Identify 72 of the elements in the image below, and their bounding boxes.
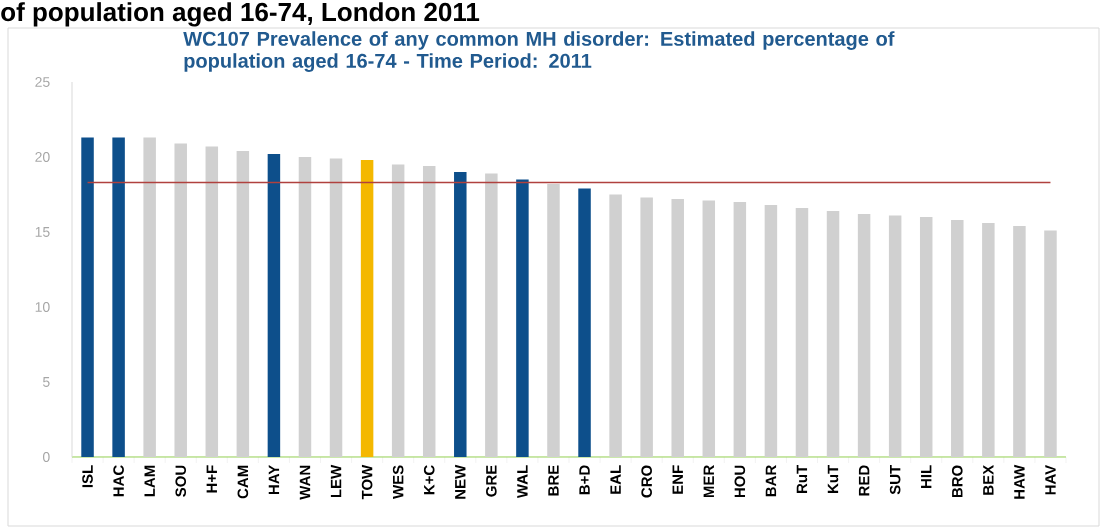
y-tick-label: 20 bbox=[35, 152, 50, 162]
bar bbox=[422, 165, 436, 457]
x-tick-label: HAW bbox=[1014, 464, 1025, 499]
bar bbox=[485, 173, 498, 457]
chart-title: of population aged 16-74, London 2011 bbox=[1, 2, 480, 27]
x-tick-label: MER bbox=[703, 465, 714, 498]
bar bbox=[640, 197, 653, 457]
bar bbox=[733, 201, 747, 457]
x-tick-label: ENF bbox=[672, 465, 683, 494]
x-tick-label: KuT bbox=[827, 464, 839, 493]
x-tick-label: CRO bbox=[641, 465, 652, 498]
x-tick-label: ISL bbox=[82, 465, 93, 488]
bar bbox=[174, 143, 187, 457]
bar bbox=[764, 204, 778, 457]
x-tick-label: K+C bbox=[423, 465, 435, 495]
x-tick-label: HAC bbox=[113, 465, 124, 497]
bar bbox=[671, 198, 684, 457]
x-tick-label: CAM bbox=[237, 465, 249, 499]
bar bbox=[391, 164, 405, 457]
x-tick-label: HOU bbox=[734, 465, 746, 498]
bar bbox=[547, 183, 560, 457]
bar bbox=[951, 219, 964, 457]
bar bbox=[329, 158, 343, 457]
x-tick-label: B+D bbox=[579, 465, 590, 495]
bar bbox=[516, 179, 529, 457]
chart-subtitle: WC107 Prevalence of any common MH disorder: Estimated percentage of population aged 16-74 - Time Period: 2011 bbox=[183, 31, 895, 72]
x-tick-label: HAY bbox=[268, 465, 280, 495]
x-tick-label: RED bbox=[858, 465, 870, 496]
x-tick-label: LEW bbox=[330, 464, 342, 498]
bar bbox=[1013, 225, 1026, 457]
bar bbox=[454, 171, 467, 457]
bar bbox=[919, 216, 933, 457]
x-tick-label: HIL bbox=[921, 465, 932, 488]
y-tick-label: 10 bbox=[35, 302, 50, 312]
bar bbox=[205, 146, 219, 457]
x-tick-label: SOU bbox=[175, 465, 187, 497]
x-tick-label: TOW bbox=[361, 464, 373, 500]
y-tick-label: 15 bbox=[35, 227, 50, 237]
bar bbox=[982, 222, 995, 457]
x-tick-label: SUT bbox=[889, 464, 901, 495]
x-tick-label: H+F bbox=[206, 465, 217, 493]
x-tick-label: EAL bbox=[610, 465, 621, 494]
x-tick-label: BEX bbox=[983, 464, 994, 495]
x-tick-label: NEW bbox=[455, 464, 466, 499]
y-tick-label: 25 bbox=[35, 77, 50, 87]
bar bbox=[609, 194, 622, 457]
x-tick-label: HAV bbox=[1045, 464, 1056, 495]
x-tick-label: LAM bbox=[144, 465, 155, 497]
bar bbox=[702, 200, 716, 457]
y-tick-label: 5 bbox=[42, 377, 50, 387]
x-tick-label: WES bbox=[392, 465, 404, 499]
bar bbox=[826, 210, 840, 457]
x-tick-label: WAN bbox=[299, 465, 311, 500]
bar bbox=[236, 150, 250, 457]
y-tick-label: 0 bbox=[42, 452, 50, 462]
bar bbox=[795, 207, 809, 457]
bar bbox=[578, 188, 591, 457]
bar bbox=[888, 215, 902, 457]
bar bbox=[267, 153, 281, 457]
x-tick-label: BRO bbox=[951, 465, 963, 498]
bar bbox=[81, 137, 94, 457]
x-tick-label: GRE bbox=[486, 465, 497, 497]
bar bbox=[1044, 230, 1057, 457]
x-tick-label: WAL bbox=[517, 465, 528, 499]
bar bbox=[112, 137, 125, 457]
x-tick-label: RuT bbox=[796, 464, 808, 493]
bar bbox=[857, 213, 871, 457]
x-tick-label: BRE bbox=[548, 465, 559, 496]
bar bbox=[143, 137, 156, 457]
bar bbox=[360, 159, 374, 457]
bar bbox=[298, 156, 312, 457]
x-tick-label: BAR bbox=[765, 465, 777, 497]
